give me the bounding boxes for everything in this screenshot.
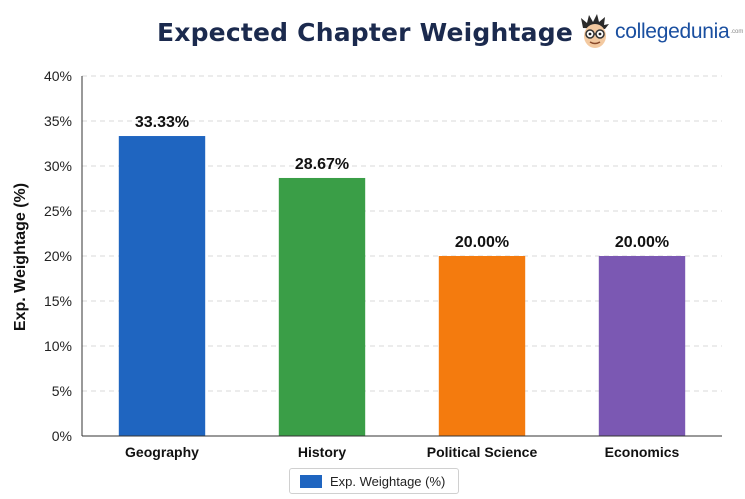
y-tick-label: 35% [44,113,72,129]
chart-title: Expected Chapter Weightage [156,18,573,47]
bar-geography [118,136,206,436]
y-tick-label: 10% [44,338,72,354]
data-label: 20.00% [455,234,509,251]
y-tick-label: 5% [52,383,72,399]
legend-swatch [300,474,322,488]
logo-suffix: .com [730,29,744,35]
y-tick-label: 25% [44,203,72,219]
collegedunia-logo: collegedunia .com [578,12,743,52]
y-tick-label: 40% [44,68,72,84]
bar-history [278,177,366,436]
x-tick-label: Political Science [427,444,538,460]
x-tick-label: Geography [125,444,199,460]
y-axis-label: Exp. Weightage (%) [12,183,29,331]
x-axis-ticks: Geography History Political Science Economi… [125,444,680,460]
y-tick-label: 15% [44,293,72,309]
x-tick-label: Economics [605,444,680,460]
y-tick-label: 20% [44,248,72,264]
logo-wordmark: collegedunia [615,20,730,43]
legend-label: Exp. Weightage (%) [330,473,446,489]
data-label: 20.00% [615,234,669,251]
bar-economics [598,256,686,436]
data-label: 33.33% [135,114,189,131]
y-tick-label: 0% [52,428,72,444]
legend: Exp. Weightage (%) [289,468,459,494]
bars [118,136,686,436]
cartoon-face-logo-icon [581,14,609,48]
x-tick-label: History [298,444,346,460]
bar-political-science [438,256,526,436]
bar-chart: 0% 5% 10% 15% 20% 25% 30% 35% 40% 33.33% 28.67% 20… [12,68,722,460]
data-labels: 33.33% 28.67% 20.00% 20.00% [135,114,669,251]
data-label: 28.67% [295,156,349,173]
y-axis-ticks: 0% 5% 10% 15% 20% 25% 30% 35% 40% [44,68,72,444]
y-tick-label: 30% [44,158,72,174]
